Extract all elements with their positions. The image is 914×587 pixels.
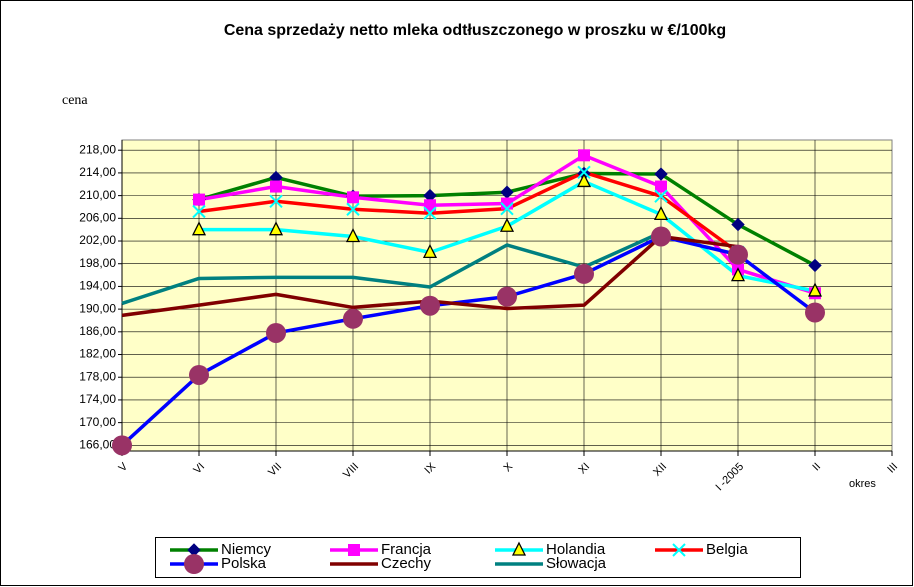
marker (653, 205, 669, 220)
y-tick-label: 202,00 (79, 233, 116, 247)
y-tick-label: 190,00 (79, 301, 116, 315)
y-tick-label: 218,00 (79, 142, 116, 156)
marker (345, 228, 361, 243)
marker (511, 541, 527, 556)
marker (805, 302, 825, 323)
y-tick-label: 186,00 (79, 324, 116, 338)
marker (192, 204, 206, 219)
marker (654, 189, 668, 203)
marker (184, 554, 204, 574)
y-tick-label: 206,00 (79, 210, 116, 224)
legend-label: Polska (221, 555, 267, 572)
marker (807, 282, 823, 297)
legend-label: Niemcy (221, 541, 272, 558)
marker (497, 286, 517, 307)
legend-label: Czechy (381, 555, 432, 572)
y-tick-label: 170,00 (79, 415, 116, 429)
y-axis-label: cena (62, 93, 88, 108)
y-tick-label: 198,00 (79, 256, 116, 270)
marker (346, 202, 360, 216)
marker (424, 199, 436, 212)
series-line (198, 170, 740, 254)
marker (731, 217, 745, 232)
legend-label: Holandia (546, 541, 606, 558)
y-tick-label: 210,00 (79, 188, 116, 202)
marker (269, 194, 283, 208)
marker (191, 221, 207, 236)
marker (574, 263, 594, 284)
y-tick-label: 166,00 (79, 437, 116, 451)
marker (672, 543, 686, 557)
y-tick-label: 214,00 (79, 165, 116, 179)
marker (423, 206, 437, 220)
y-tick-label: 174,00 (79, 392, 116, 406)
marker (193, 193, 205, 206)
y-tick-label: 182,00 (79, 347, 116, 361)
marker (112, 435, 132, 456)
marker (578, 149, 590, 162)
marker (651, 226, 671, 247)
legend-box (155, 537, 801, 578)
marker (499, 217, 515, 232)
legend-label: Słowacja (546, 555, 607, 572)
marker (189, 364, 209, 385)
marker (268, 221, 284, 236)
marker (422, 243, 438, 259)
marker (655, 180, 667, 193)
y-tick-label: 178,00 (79, 369, 116, 383)
marker (654, 167, 668, 181)
marker (343, 308, 363, 329)
series-line (121, 230, 662, 306)
marker (500, 201, 514, 216)
legend-label: Francja (381, 541, 432, 558)
x-axis-label: okres (849, 478, 876, 490)
marker (348, 544, 360, 556)
legend-label: Belgia (706, 541, 748, 558)
series-line (120, 234, 817, 447)
marker (270, 180, 282, 193)
marker (266, 322, 286, 343)
chart-title: Cena sprzedaży netto mleka odtłuszczoneg… (224, 22, 726, 39)
marker (420, 295, 440, 316)
y-tick-label: 194,00 (79, 279, 116, 293)
marker (808, 258, 822, 273)
marker (730, 267, 746, 282)
marker (347, 191, 359, 204)
marker (577, 165, 591, 180)
marker (576, 172, 592, 188)
marker (728, 244, 748, 265)
